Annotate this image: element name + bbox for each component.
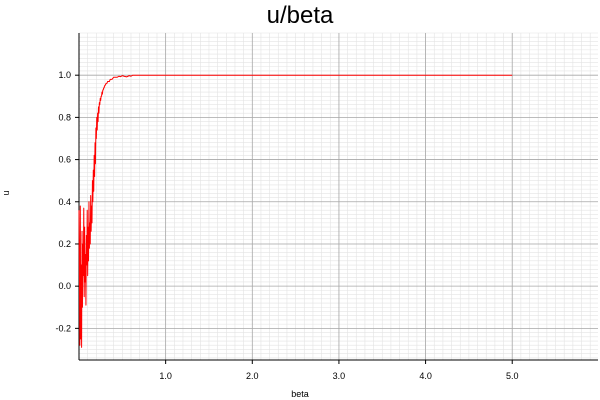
x-tick-label: 1.0 [159, 371, 172, 381]
x-tick-label: 2.0 [246, 371, 259, 381]
axes [75, 33, 598, 364]
chart-title: u/beta [266, 2, 334, 29]
y-tick-label: -0.2 [55, 323, 71, 333]
series-line-0 [78, 74, 513, 348]
y-tick-label: 0.4 [58, 197, 71, 207]
x-tick-label: 5.0 [506, 371, 519, 381]
x-tick-label: 4.0 [419, 371, 432, 381]
tick-labels: 1.0 2.0 3.0 4.0 5.0 -0.2 0.0 0.2 0.4 0.6 0.8 1.0 [55, 70, 518, 381]
minor-grid [78, 32, 598, 360]
y-tick-label: 0.8 [58, 112, 71, 122]
y-tick-label: 0.2 [58, 239, 71, 249]
y-tick-label: 0.0 [58, 281, 71, 291]
y-tick-label: 1.0 [58, 70, 71, 80]
series-group [78, 74, 513, 348]
x-axis-label: beta [291, 389, 309, 399]
y-tick-label: 0.6 [58, 155, 71, 165]
x-tick-label: 3.0 [333, 371, 346, 381]
